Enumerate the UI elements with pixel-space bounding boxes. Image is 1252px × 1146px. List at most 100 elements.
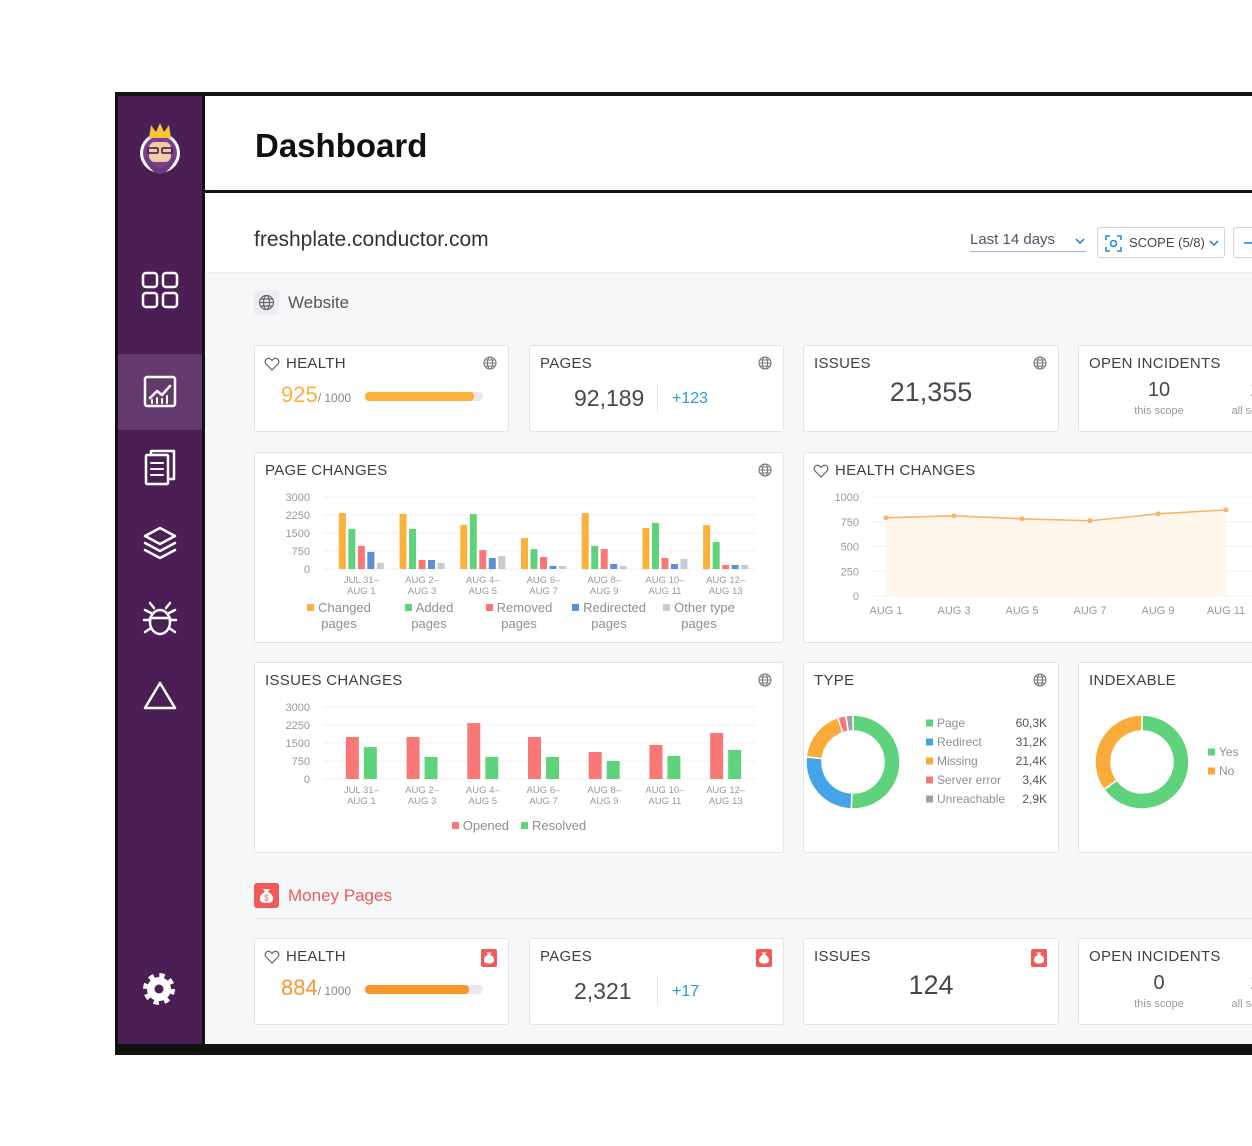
legend-label: Resolved	[532, 818, 587, 833]
x-tick-label: AUG 3	[408, 586, 437, 597]
legend-swatch	[926, 738, 933, 746]
money-icon	[756, 949, 772, 967]
incident-count: 2	[1211, 379, 1252, 402]
x-tick-label: AUG 9	[1141, 605, 1174, 617]
y-tick-label: 0	[304, 774, 310, 786]
nav-layers[interactable]	[143, 526, 177, 560]
legend-label: Redirected pages	[583, 600, 646, 631]
chart: 0 750 1500 2250 3000 JUL 31–AUG 1 AUG 2–AUG 3 A…	[286, 702, 756, 807]
chart: Page 60,3K Redirect 31,2K Missing 21,4K Server…	[805, 714, 1047, 810]
legend-label: Yes	[1219, 745, 1239, 759]
point	[1019, 516, 1025, 522]
card-title: OPEN INCIDENTS	[1089, 948, 1221, 965]
chart-card: HEALTH CHANGES 0 250 500 750 1000 AUG 1 AUG 3 A…	[803, 452, 1252, 643]
bar	[488, 557, 496, 569]
nav-settings[interactable]	[143, 973, 175, 1005]
x-tick-label: AUG 2–	[405, 575, 440, 586]
point	[1223, 507, 1229, 513]
bar	[546, 756, 559, 779]
bar	[469, 514, 477, 569]
x-tick-label: AUG 1	[869, 605, 902, 617]
bar	[345, 737, 359, 779]
legend-swatch	[926, 719, 933, 727]
incident-label: all scopes	[1231, 405, 1252, 417]
frame-bottom	[205, 1044, 1252, 1055]
line	[885, 509, 1227, 522]
header	[205, 96, 1252, 190]
y-tick-label: 0	[853, 591, 859, 603]
stat-card: ISSUES 124	[803, 938, 1059, 1025]
donut-segment	[850, 714, 901, 810]
subheader	[205, 193, 1252, 273]
x-tick-label: AUG 5	[469, 796, 498, 807]
legend-item: Other type pages	[660, 600, 738, 632]
card-title: HEALTH	[286, 355, 346, 372]
legend-swatch	[404, 604, 412, 611]
bar	[357, 545, 365, 569]
x-tick-label: AUG 7	[1073, 605, 1106, 617]
legend-item: Opened	[451, 818, 510, 834]
legend-swatch	[307, 604, 315, 611]
value-label: 60,3K	[1016, 716, 1047, 730]
value-label: 2,9K	[1022, 792, 1047, 806]
stat-card: ISSUES 21,355	[803, 345, 1059, 432]
x-tick-label: AUG 10–	[645, 785, 685, 796]
scope-button[interactable]: SCOPE (5/8)	[1097, 227, 1225, 258]
section-title: Website	[288, 293, 350, 312]
legend-swatch	[926, 795, 933, 803]
heart-icon	[264, 357, 280, 371]
legend-label: Opened	[462, 818, 510, 833]
legend-swatch	[485, 604, 493, 611]
divider	[254, 918, 1252, 919]
nav-analytics[interactable]	[143, 375, 177, 408]
bar	[367, 551, 375, 569]
card-title: PAGES	[540, 355, 593, 372]
divider	[657, 384, 658, 412]
bar	[591, 545, 599, 569]
chart-card: PAGE CHANGES 0 750 1500 2250 3000 JUL 31– AUG …	[254, 452, 784, 643]
incident-label: this scope	[1134, 405, 1184, 417]
bar	[728, 749, 742, 779]
point	[1155, 511, 1161, 517]
bar	[338, 513, 346, 569]
bar	[741, 564, 749, 569]
nav-alerts[interactable]	[143, 681, 177, 710]
globe-icon	[483, 356, 497, 370]
legend-label: Added pages	[411, 600, 454, 631]
scope-label: SCOPE (5/8)	[1129, 235, 1205, 250]
nav-overview[interactable]	[141, 271, 179, 309]
nav-pages[interactable]	[144, 449, 176, 486]
x-tick-label: JUL 31–	[344, 785, 380, 796]
nav-issues[interactable]	[142, 601, 178, 636]
issues-value: 124	[908, 970, 954, 1000]
chart: 0 250 500 750 1000 AUG 1 AUG 3 AUG 5 AUG 7 AUG 9 A…	[835, 492, 1252, 617]
x-tick-label: AUG 12–	[706, 575, 746, 586]
x-tick-label: JUL 31–	[344, 575, 380, 586]
stat-card: HEALTH 884/ 1000	[254, 938, 509, 1025]
logo[interactable]	[140, 123, 180, 174]
bar	[581, 513, 589, 569]
value-label: 21,4K	[1016, 754, 1047, 768]
x-tick-label: AUG 9	[590, 796, 619, 807]
bar	[651, 522, 659, 569]
legend-swatch	[1208, 767, 1215, 775]
bar	[559, 566, 566, 569]
x-tick-label: AUG 5	[469, 586, 498, 597]
incident-label: all scopes	[1231, 998, 1252, 1010]
bar	[428, 560, 436, 569]
x-tick-label: AUG 7	[529, 796, 558, 807]
bar	[588, 752, 602, 779]
date-range[interactable]: Last 14 days	[970, 231, 1056, 248]
x-tick-label: AUG 3	[937, 605, 970, 617]
legend-label: Other type pages	[674, 600, 735, 631]
x-tick-label: AUG 6–	[527, 575, 562, 586]
x-tick-label: AUG 4–	[466, 575, 501, 586]
bar	[437, 563, 445, 569]
card-title: ISSUES	[814, 948, 871, 965]
bar	[731, 564, 739, 569]
bar	[460, 525, 468, 569]
chart: 0 750 1500 2250 3000 JUL 31–AUG 1 AUG 2–AUG 3 A…	[286, 492, 756, 597]
legend-item: Resolved	[521, 818, 586, 834]
filter-button[interactable]	[1233, 227, 1252, 258]
